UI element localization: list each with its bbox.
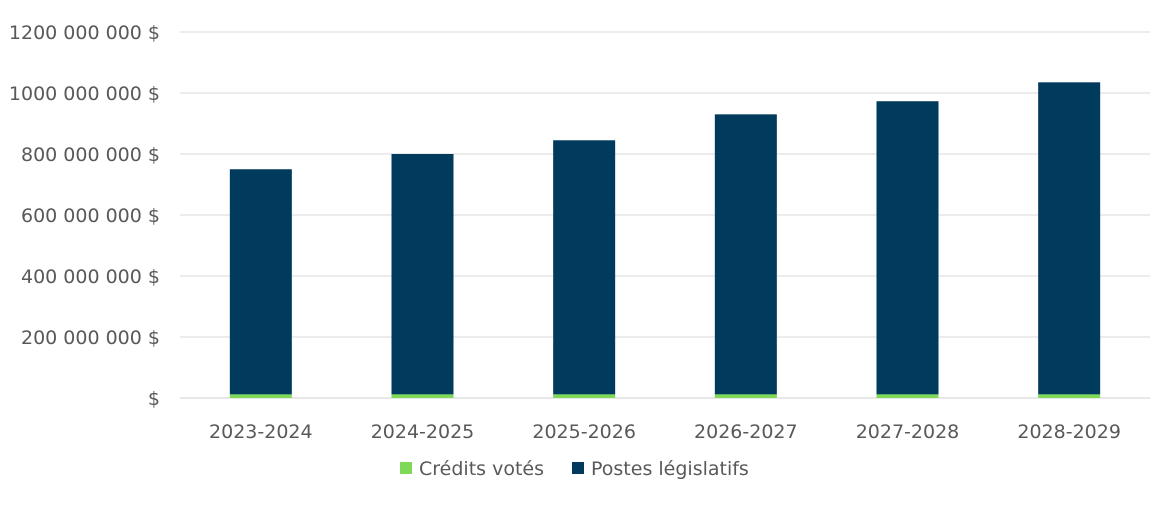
bar-postes-legislatifs — [229, 169, 292, 395]
legend-label: Crédits votés — [419, 458, 544, 480]
bar-credits-votes — [229, 394, 292, 398]
y-tick-label: 1000 000 000 $ — [9, 83, 160, 105]
bar-credits-votes — [876, 394, 939, 398]
y-tick-label: 800 000 000 $ — [21, 144, 160, 166]
bar-postes-legislatifs — [1038, 82, 1101, 395]
bar-credits-votes — [1038, 394, 1101, 398]
x-tick-label: 2026-2027 — [694, 421, 798, 443]
legend-swatch — [400, 462, 412, 474]
x-tick-label: 2027-2028 — [856, 421, 960, 443]
bar-credits-votes — [714, 394, 777, 398]
bar-postes-legislatifs — [714, 114, 777, 395]
x-tick-label: 2025-2026 — [532, 421, 636, 443]
bar-postes-legislatifs — [876, 101, 939, 395]
y-tick-label: 1200 000 000 $ — [9, 22, 160, 44]
bar-postes-legislatifs — [553, 140, 616, 395]
x-tick-label: 2024-2025 — [371, 421, 475, 443]
legend-label: Postes législatifs — [591, 458, 749, 480]
y-tick-label: 600 000 000 $ — [21, 205, 160, 227]
y-tick-label: 400 000 000 $ — [21, 266, 160, 288]
y-tick-label: 200 000 000 $ — [21, 327, 160, 349]
bar-credits-votes — [391, 394, 454, 398]
x-tick-label: 2028-2029 — [1017, 421, 1121, 443]
y-tick-label: $ — [148, 388, 160, 410]
x-tick-label: 2023-2024 — [209, 421, 313, 443]
bar-postes-legislatifs — [391, 154, 454, 395]
legend-swatch — [572, 462, 584, 474]
bar-credits-votes — [553, 394, 616, 398]
